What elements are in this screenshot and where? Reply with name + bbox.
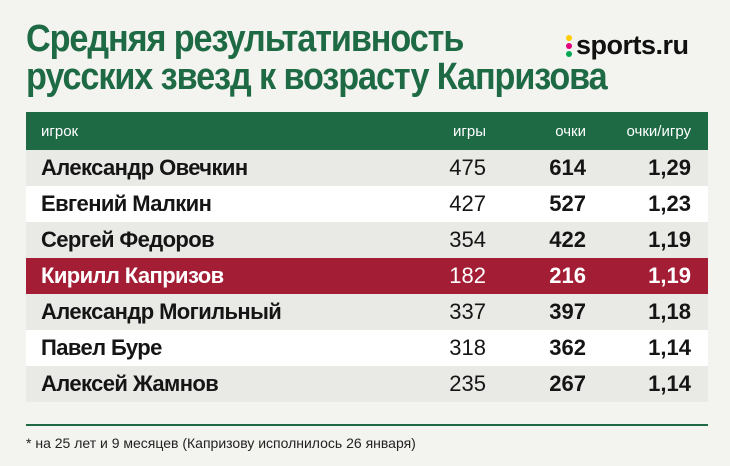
ppg-value: 1,23 <box>648 191 691 216</box>
player-name: Алексей Жамнов <box>41 371 219 396</box>
logo-dot-green <box>566 50 572 57</box>
points-value: 397 <box>549 299 586 324</box>
table-row-highlighted: Кирилл Капризов 182 216 1,19 <box>26 258 708 294</box>
logo-dots-icon <box>566 34 572 57</box>
table-row: Евгений Малкин 427 527 1,23 <box>26 186 708 222</box>
logo-dot-pink <box>566 42 572 49</box>
points-value: 267 <box>549 371 586 396</box>
games-value: 354 <box>449 227 486 252</box>
logo-text: sports.ru <box>576 30 689 60</box>
ppg-value: 1,19 <box>648 263 691 288</box>
player-name: Сергей Федоров <box>41 227 215 252</box>
table-row: Павел Буре 318 362 1,14 <box>26 330 708 366</box>
points-value: 216 <box>549 263 586 288</box>
ppg-value: 1,18 <box>648 299 691 324</box>
player-name: Евгений Малкин <box>41 191 212 216</box>
games-value: 427 <box>449 191 486 216</box>
points-value: 422 <box>549 227 586 252</box>
player-name: Александр Могильный <box>41 299 282 324</box>
ppg-value: 1,29 <box>648 155 691 180</box>
page-title: Средняя результативность русских звезд к… <box>26 18 608 98</box>
points-value: 362 <box>549 335 586 360</box>
ppg-value: 1,14 <box>648 371 691 396</box>
table-header: игрок игры очки очки/игру <box>26 112 708 150</box>
title-line-2: русских звезд к возрасту Капризова <box>26 56 608 98</box>
player-name: Александр Овечкин <box>41 155 248 180</box>
games-value: 475 <box>449 155 486 180</box>
header-games: игры <box>453 122 486 140</box>
ppg-value: 1,14 <box>648 335 691 360</box>
player-name: Павел Буре <box>41 335 162 360</box>
table-row: Алексей Жамнов 235 267 1,14 <box>26 366 708 402</box>
table-body: Александр Овечкин 475 614 1,29 Евгений М… <box>26 150 708 402</box>
ppg-value: 1,19 <box>648 227 691 252</box>
stats-table: игрок игры очки очки/игру Александр Овеч… <box>26 112 708 402</box>
games-value: 182 <box>449 263 486 288</box>
header-player: игрок <box>41 122 79 140</box>
table-row: Сергей Федоров 354 422 1,19 <box>26 222 708 258</box>
games-value: 318 <box>449 335 486 360</box>
footnote-text: * на 25 лет и 9 месяцев (Капризову испол… <box>26 435 416 451</box>
points-value: 527 <box>549 191 586 216</box>
footnote: * на 25 лет и 9 месяцев (Капризову испол… <box>26 424 708 451</box>
title-line-1: Средняя результативность <box>26 18 464 60</box>
player-name: Кирилл Капризов <box>41 263 224 288</box>
header-points: очки <box>555 122 586 140</box>
table-row: Александр Могильный 337 397 1,18 <box>26 294 708 330</box>
sports-ru-logo: sports.ru <box>566 30 689 61</box>
games-value: 337 <box>449 299 486 324</box>
games-value: 235 <box>449 371 486 396</box>
table-row: Александр Овечкин 475 614 1,29 <box>26 150 708 186</box>
header-ppg: очки/игру <box>626 122 691 140</box>
points-value: 614 <box>549 155 586 180</box>
logo-dot-yellow <box>566 34 572 41</box>
